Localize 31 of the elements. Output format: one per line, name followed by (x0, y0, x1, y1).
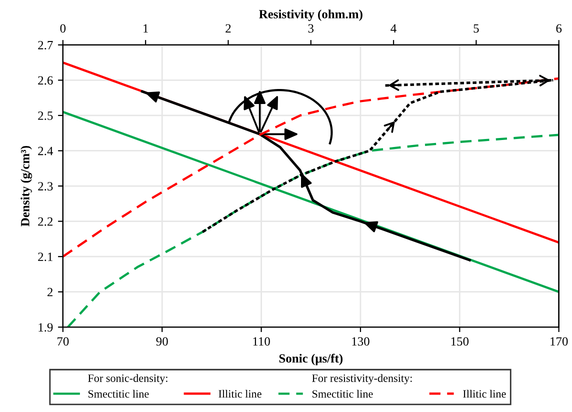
legend-label: Smectitic line (312, 390, 373, 398)
x-tick-label: 90 (156, 337, 168, 346)
x2-tick-label: 0 (60, 24, 66, 33)
x-tick-label: 170 (550, 337, 568, 346)
x2-axis-title: Resistivity (ohm.m) (259, 10, 362, 21)
x-tick-label: 150 (451, 337, 469, 346)
x-tick-label: 110 (253, 337, 270, 346)
x2-tick-label: 5 (474, 24, 479, 33)
x2-tick-label: 2 (226, 24, 231, 33)
legend-label: Illitic line (463, 390, 506, 398)
x2-tick-label: 4 (390, 24, 396, 33)
y-tick-label: 2.3 (38, 182, 53, 191)
y-tick-label: 1.9 (38, 323, 53, 332)
y-tick-label: 2.1 (38, 252, 52, 262)
x-tick-label: 70 (57, 337, 69, 346)
x-axis-title: Sonic (μs/ft) (279, 354, 343, 366)
text: For resistivity-density: (312, 374, 412, 384)
y-tick-label: 2 (47, 288, 53, 296)
x2-tick-label: 1 (144, 24, 148, 33)
y-tick-label: 2.6 (38, 76, 53, 85)
x2-tick-label: 6 (556, 24, 562, 33)
y-tick-label: 2.5 (38, 112, 53, 120)
x2-tick-label: 3 (308, 24, 314, 33)
y-tick-label: 2.4 (38, 146, 53, 156)
text: For sonic-density: (88, 374, 168, 384)
y-axis-title: Density (g/cm³) (20, 146, 32, 226)
x-tick-label: 130 (352, 337, 370, 346)
y-tick-label: 2.7 (38, 40, 53, 50)
y-tick-label: 2.2 (38, 217, 53, 226)
legend-label: Illitic line (218, 390, 262, 398)
legend-label: Smectitic line (88, 390, 149, 398)
